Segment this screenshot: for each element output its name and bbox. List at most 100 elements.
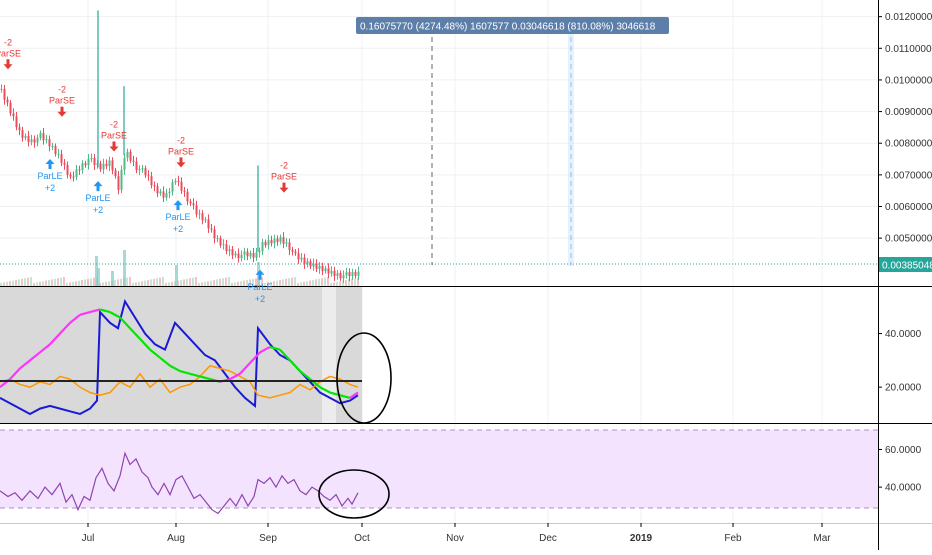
signal-qty: +2	[93, 205, 103, 215]
candle-body	[78, 169, 81, 171]
time-axis: Jul Aug Sep Oct Nov Dec 2019 Feb Mar	[82, 523, 831, 544]
volume-bar	[345, 280, 347, 286]
volume-bar	[219, 278, 221, 286]
candle-body	[342, 275, 345, 279]
sell-arrow-icon	[279, 182, 289, 193]
volume-bar	[279, 280, 281, 286]
signal-qty: +2	[45, 183, 55, 193]
volume-bar-tall	[111, 271, 114, 286]
candle-body	[273, 238, 276, 244]
candle-body	[120, 169, 123, 190]
volume-bar	[126, 277, 128, 286]
candle-body	[321, 265, 324, 272]
volume-bar	[156, 278, 158, 286]
candle-body	[69, 174, 72, 177]
candle-body	[39, 133, 42, 138]
volume-bar	[168, 282, 170, 286]
buy-signal[interactable]: ParLE +2	[37, 159, 63, 193]
volume-bar	[138, 281, 140, 286]
candle-body	[6, 99, 9, 103]
signal-qty: -2	[110, 120, 118, 130]
volume-bar	[39, 281, 41, 286]
signal-label: ParSE	[271, 172, 297, 182]
candle-body	[300, 257, 303, 260]
candle-body	[312, 263, 315, 267]
candle-body	[15, 116, 18, 128]
signal-label: ParSE	[0, 48, 21, 58]
volume-bar	[294, 277, 296, 286]
volume-bar	[228, 277, 230, 286]
buy-signal[interactable]: ParLE +2	[165, 200, 191, 234]
volume-bar	[45, 280, 47, 286]
volume-bar	[54, 278, 56, 286]
candle-body	[102, 163, 105, 170]
buy-signal[interactable]: ParLE +2	[247, 269, 273, 304]
volume-bar	[354, 278, 356, 286]
candle-body	[48, 139, 51, 147]
di-plus-segment	[189, 372, 201, 378]
candle-body	[99, 163, 102, 170]
candle-body	[240, 254, 243, 259]
volume-bar	[153, 278, 155, 286]
volume-bar	[288, 278, 290, 286]
volume-bar	[210, 280, 212, 286]
volume-bar	[81, 280, 83, 286]
time-tick-label: Oct	[354, 533, 370, 544]
volume-bar	[102, 282, 104, 286]
di-plus-segment	[319, 386, 331, 394]
di-plus-segment	[289, 359, 301, 372]
rsi-tick-label: 40.0000	[885, 483, 922, 494]
buy-signal[interactable]: ParLE +2	[85, 181, 111, 215]
candle-body	[318, 265, 321, 269]
candle-body	[90, 157, 93, 160]
measure-label-box[interactable]	[356, 17, 669, 34]
volume-bar	[300, 282, 302, 286]
candle-body	[63, 162, 66, 165]
candle-body	[159, 191, 162, 194]
time-tick-label: 2019	[630, 533, 653, 544]
volume-bar	[324, 277, 326, 286]
di-plus-segment	[79, 311, 91, 316]
signal-label: ParSE	[101, 131, 127, 141]
signal-qty: -2	[280, 161, 288, 171]
candle-body	[213, 229, 216, 239]
volume-bar	[135, 282, 137, 286]
volume-bar	[213, 280, 215, 286]
volume-bar	[147, 280, 149, 286]
candle-body	[132, 160, 135, 162]
volume-bar	[72, 281, 74, 286]
signal-qty: +2	[173, 224, 183, 234]
di-plus-segment	[39, 343, 51, 354]
candle-body	[327, 268, 330, 274]
last-price-tag	[879, 257, 932, 272]
volume-bar	[333, 282, 335, 286]
volume-bar	[234, 282, 236, 286]
candle-body	[201, 213, 204, 221]
volume-layer	[0, 250, 359, 286]
candle-body	[183, 190, 186, 192]
volume-bar	[0, 283, 2, 286]
candle-body	[138, 169, 141, 171]
candle-body	[126, 151, 129, 158]
candle-body	[351, 271, 354, 277]
candle-body	[9, 102, 12, 114]
volume-bar	[108, 281, 110, 286]
candle-body	[279, 237, 282, 242]
candle-body	[336, 273, 339, 276]
volume-bar	[297, 283, 299, 286]
volume-bar	[309, 280, 311, 286]
volume-bar	[165, 283, 167, 286]
candle-body	[333, 270, 336, 276]
candle-body	[174, 180, 177, 183]
buy-arrow-icon	[93, 181, 103, 192]
candle-body	[315, 263, 318, 269]
